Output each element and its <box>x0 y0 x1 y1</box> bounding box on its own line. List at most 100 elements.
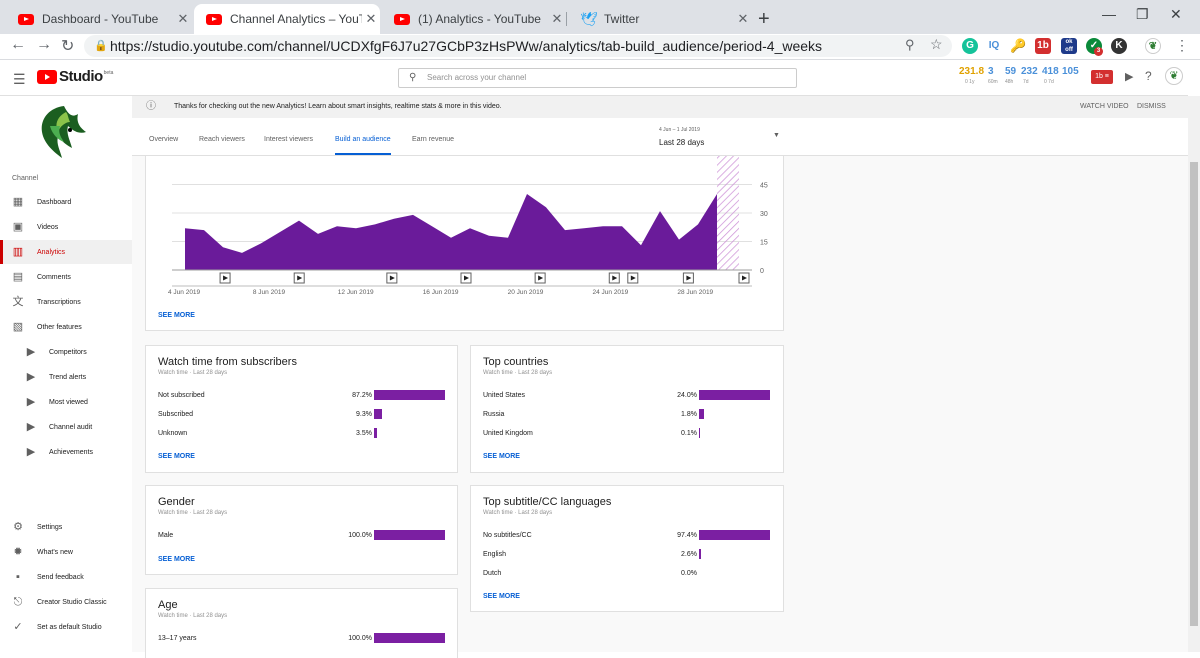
analytics-tabs: Overview Reach viewers Interest viewers … <box>132 118 1188 156</box>
y-tick-label: 0 <box>760 268 764 275</box>
scrollbar-thumb[interactable] <box>1190 162 1198 626</box>
row-label: No subtitles/CC <box>483 532 532 539</box>
tubebuddy-extension-icon[interactable]: 1b <box>1035 38 1051 54</box>
stat-value: 418 <box>1042 66 1059 77</box>
tubebuddy-play-icon: ▶ <box>26 371 36 383</box>
tab-build-an-audience[interactable]: Build an audience <box>335 136 391 155</box>
videos-icon: ▣ <box>12 221 24 233</box>
new-tab-button[interactable]: + <box>758 8 770 30</box>
close-window-icon[interactable]: ✕ <box>1170 6 1182 22</box>
browser-tab-channel-analytics[interactable]: Channel Analytics – YouTube Stu ✕ <box>194 4 380 34</box>
row-percent: 3.5% <box>356 430 372 437</box>
classic-studio-icon: ⎋ <box>13 596 23 608</box>
sidebar-item-most-viewed[interactable]: ▶ Most viewed <box>0 390 132 414</box>
countries-see-more-link[interactable]: SEE MORE <box>483 453 520 460</box>
tubebuddy-menu-icon[interactable]: 1b ≡ <box>1091 70 1113 84</box>
row-bar <box>699 549 701 559</box>
x-tick-label: 24 Jun 2019 <box>593 289 629 296</box>
studio-logo[interactable]: Studio beta <box>37 68 113 85</box>
tab-reach-viewers[interactable]: Reach viewers <box>199 136 245 143</box>
close-icon[interactable]: ✕ <box>737 11 749 26</box>
row-bar <box>699 390 770 400</box>
chart-see-more-link[interactable]: SEE MORE <box>158 312 195 319</box>
tab-interest-viewers[interactable]: Interest viewers <box>264 136 314 143</box>
play-icon <box>686 275 692 281</box>
sidebar-item-label: Other features <box>37 323 82 331</box>
page-scrollbar[interactable] <box>1188 96 1200 652</box>
close-icon[interactable]: ✕ <box>551 11 563 26</box>
dismiss-button[interactable]: DISMISS <box>1137 103 1166 110</box>
sidebar-item-comments[interactable]: ▤ Comments <box>0 265 132 289</box>
sidebar-item-channel-audit[interactable]: ▶ Channel audit <box>0 415 132 439</box>
search-input[interactable]: ⚲ Search across your channel <box>398 68 797 88</box>
more-menu-icon[interactable]: ⋮ <box>1175 37 1189 53</box>
k-extension-icon[interactable]: K <box>1111 38 1127 54</box>
gear-icon: ⚙ <box>13 521 23 533</box>
ok-off-extension-icon[interactable]: ok off <box>1061 38 1077 54</box>
bookmark-star-icon[interactable]: ☆ <box>930 36 943 52</box>
zoom-icon[interactable]: ⚲ <box>905 37 915 52</box>
close-icon[interactable]: ✕ <box>177 11 189 26</box>
subscribers-see-more-link[interactable]: SEE MORE <box>158 453 195 460</box>
forward-icon[interactable]: → <box>36 36 52 53</box>
sidebar-item-whats-new[interactable]: ✹ What's new <box>0 540 132 564</box>
close-icon[interactable]: ✕ <box>365 11 377 26</box>
create-video-icon[interactable]: ▶ <box>1125 71 1134 83</box>
row-label: Subscribed <box>158 411 194 418</box>
banner-text: Thanks for checking out the new Analytic… <box>174 103 502 110</box>
subtitles-see-more-link[interactable]: SEE MORE <box>483 593 520 600</box>
sidebar-item-videos[interactable]: ▣ Videos <box>0 215 132 239</box>
card-title: Watch time from subscribers <box>158 356 297 368</box>
iq-extension-icon[interactable]: IQ <box>988 40 1000 51</box>
x-tick-label: 4 Jun 2019 <box>168 289 201 296</box>
watch-video-button[interactable]: WATCH VIDEO <box>1080 103 1129 110</box>
help-icon[interactable]: ? <box>1145 69 1152 83</box>
sidebar-item-set-default[interactable]: ✓ Set as default Studio <box>0 615 132 639</box>
browser-tab-dashboard[interactable]: Dashboard - YouTube ✕ <box>6 4 192 34</box>
tab-overview[interactable]: Overview <box>149 136 179 143</box>
list-item: Subscribed 9.3% <box>158 409 446 423</box>
card-subtitle: Watch time · Last 28 days <box>483 510 553 516</box>
row-label: Unknown <box>158 430 188 437</box>
tab-earn-revenue[interactable]: Earn revenue <box>412 136 455 143</box>
date-range-label: Last 28 days <box>659 138 705 147</box>
stat-value: 231.8 <box>959 66 985 77</box>
account-avatar-icon[interactable]: ❦ <box>1165 67 1183 85</box>
chevron-down-icon: ▼ <box>773 132 780 139</box>
list-item: English 2.6% <box>483 549 771 563</box>
sidebar-item-achievements[interactable]: ▶ Achievements <box>0 440 132 464</box>
row-bar <box>374 530 445 540</box>
sidebar-item-other-features[interactable]: ▧ Other features <box>0 315 132 339</box>
gender-see-more-link[interactable]: SEE MORE <box>158 556 195 563</box>
sidebar-item-send-feedback[interactable]: ▪ Send feedback <box>0 565 132 589</box>
back-icon[interactable]: ← <box>10 36 26 53</box>
sidebar-item-competitors[interactable]: ▶ Competitors <box>0 340 132 364</box>
hamburger-menu-icon[interactable]: ☰ <box>13 71 26 87</box>
sidebar-item-transcriptions[interactable]: 文 Transcriptions <box>0 290 132 314</box>
sidebar-item-trend-alerts[interactable]: ▶ Trend alerts <box>0 365 132 389</box>
grammarly-extension-icon[interactable]: G <box>962 38 978 54</box>
browser-tab-twitter[interactable]: 🕊 Twitter ✕ <box>568 4 752 34</box>
channel-avatar[interactable] <box>36 102 92 162</box>
y-tick-label: 45 <box>760 183 768 190</box>
row-percent: 9.3% <box>356 411 372 418</box>
minimize-icon[interactable]: — <box>1102 6 1116 22</box>
date-range-selector[interactable]: 4 Jun – 1 Jul 2019 Last 28 days ▼ <box>659 123 784 153</box>
tab-separator <box>566 12 567 26</box>
profile-avatar-icon[interactable]: ❦ <box>1145 38 1161 54</box>
restore-icon[interactable]: ❐ <box>1136 6 1149 22</box>
row-label: United Kingdom <box>483 430 533 437</box>
youtube-logo-icon <box>37 69 57 84</box>
browser-tab-analytics[interactable]: (1) Analytics - YouTube ✕ <box>382 4 566 34</box>
row-percent: 87.2% <box>352 392 372 399</box>
row-percent: 1.8% <box>681 411 697 418</box>
sidebar-item-analytics[interactable]: ▥ Analytics <box>0 240 132 264</box>
sidebar-item-creator-studio-classic[interactable]: ⎋ Creator Studio Classic <box>0 590 132 614</box>
sidebar-item-dashboard[interactable]: ▦ Dashboard <box>0 190 132 214</box>
sidebar-item-settings[interactable]: ⚙ Settings <box>0 515 132 539</box>
url-field[interactable]: 🔒 https://studio.youtube.com/channel/UCD… <box>84 35 952 57</box>
x-tick-label: 20 Jun 2019 <box>508 289 544 296</box>
play-icon <box>742 275 747 281</box>
key-extension-icon[interactable]: 🔑 <box>1010 38 1027 53</box>
reload-icon[interactable]: ↻ <box>61 38 75 55</box>
